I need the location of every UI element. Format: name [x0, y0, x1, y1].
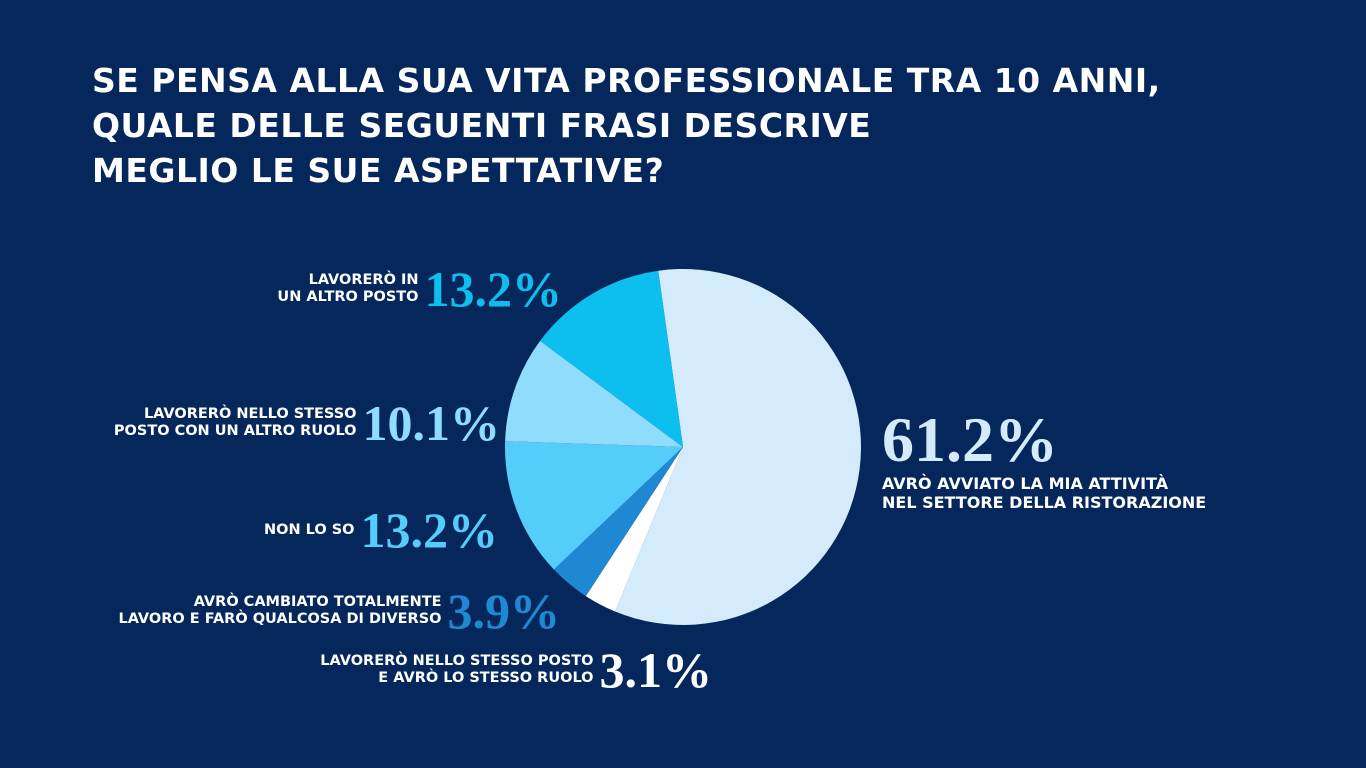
value-label: 61.2%	[882, 404, 1058, 475]
pie-slice	[540, 270, 683, 447]
pie-slice	[505, 340, 683, 447]
slice-label: 61.2% AVRÒ AVVIATO LA MIA ATTIVITÀ NEL SE…	[882, 404, 1207, 513]
slice-label: AVRÒ CAMBIATO TOTALMENTE LAVORO E FARÒ Q…	[118, 586, 560, 636]
pie-slice	[553, 447, 683, 597]
slice-label: LAVORERÒ NELLO STESSO POSTO CON UN ALTRO…	[114, 398, 500, 448]
pie-slice	[615, 269, 861, 625]
slice-label: LAVORERÒ IN UN ALTRO POSTO 13.2%	[277, 264, 562, 314]
category-label: LAVORERÒ IN UN ALTRO POSTO	[277, 272, 419, 305]
category-label: LAVORERÒ NELLO STESSO POSTO E AVRÒ LO ST…	[320, 653, 594, 686]
category-label: LAVORERÒ NELLO STESSO POSTO CON UN ALTRO…	[113, 406, 357, 439]
pie-slice	[505, 441, 683, 570]
pie-slice	[585, 447, 683, 612]
value-label: 3.9%	[447, 583, 561, 639]
slice-label: NON LO SO 13.2%	[264, 505, 498, 555]
category-label: NON LO SO	[263, 521, 355, 538]
category-label: AVRÒ CAMBIATO TOTALMENTE LAVORO E FARÒ Q…	[118, 594, 442, 627]
chart-title: SE PENSA ALLA SUA VITA PROFESSIONALE TRA…	[92, 61, 1161, 190]
value-label: 13.2%	[424, 261, 563, 317]
slice-label: LAVORERÒ NELLO STESSO POSTO E AVRÒ LO ST…	[320, 645, 712, 695]
value-label: 13.2%	[360, 502, 499, 558]
value-label: 3.1%	[599, 642, 713, 698]
category-label: AVRÒ AVVIATO LA MIA ATTIVITÀ NEL SETTORE…	[882, 474, 1207, 512]
value-label: 10.1%	[362, 395, 501, 451]
